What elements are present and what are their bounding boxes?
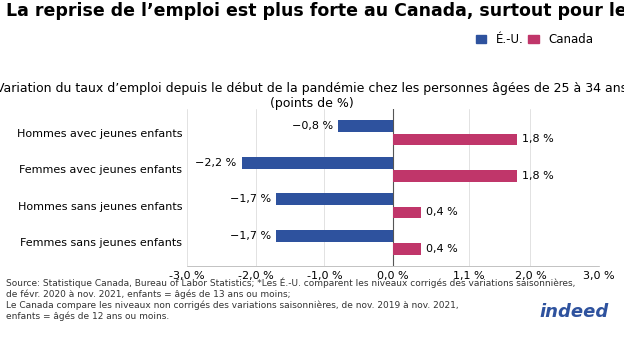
Text: 1,8 %: 1,8 % [522,134,554,144]
Text: indeed: indeed [540,302,609,321]
Bar [276,193,393,205]
Text: −0,8 %: −0,8 % [291,121,333,131]
Legend: É.-U., Canada: É.-U., Canada [475,33,593,46]
Text: 0,4 %: 0,4 % [426,244,458,254]
Bar [393,207,421,218]
Bar [393,134,517,145]
Bar [338,120,393,132]
Text: 1,8 %: 1,8 % [522,171,554,181]
Bar [393,243,421,255]
Text: 0,4 %: 0,4 % [426,207,458,217]
Text: Source: Statistique Canada, Bureau of Labor Statistics; *Les É.-U. comparent les: Source: Statistique Canada, Bureau of La… [6,278,575,322]
Text: −1,7 %: −1,7 % [230,194,271,204]
Text: La reprise de l’emploi est plus forte au Canada, surtout pour les mères: La reprise de l’emploi est plus forte au… [6,2,624,20]
Text: Variation du taux d’emploi depuis le début de la pandémie chez les personnes âgé: Variation du taux d’emploi depuis le déb… [0,82,624,110]
Bar [393,170,517,182]
Bar [276,230,393,241]
Text: −2,2 %: −2,2 % [195,158,236,168]
Bar [242,157,393,168]
Text: −1,7 %: −1,7 % [230,231,271,241]
